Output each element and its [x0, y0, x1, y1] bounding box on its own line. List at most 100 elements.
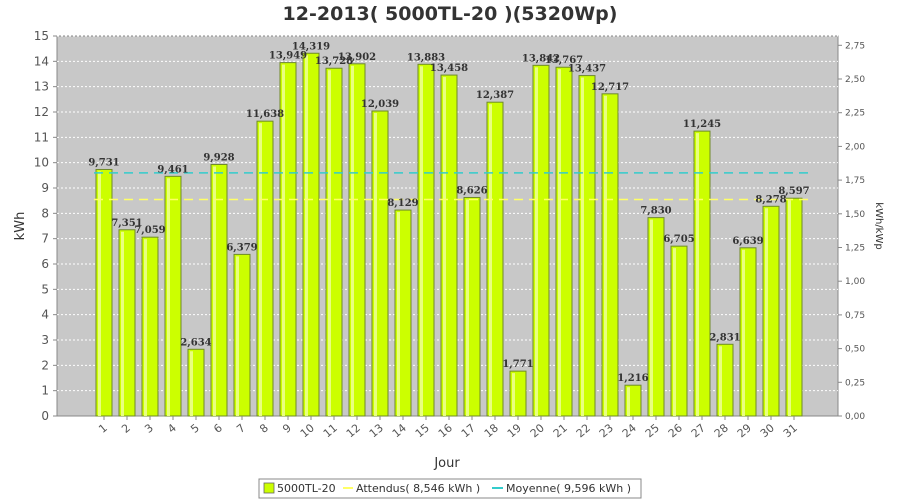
bar-highlight-24 — [627, 387, 630, 416]
data-label-14: 8,129 — [387, 198, 418, 209]
x-tick-label: 19 — [505, 421, 524, 440]
bar-highlight-25 — [650, 219, 653, 416]
data-label-22: 13,437 — [568, 64, 606, 75]
x-tick-label: 12 — [344, 421, 363, 440]
bar-highlight-19 — [512, 373, 515, 416]
bar-highlight-17 — [466, 199, 469, 416]
x-tick-label: 24 — [620, 421, 639, 440]
data-label-18: 12,387 — [476, 90, 514, 101]
bar-highlight-30 — [765, 208, 768, 416]
bar-highlight-12 — [351, 65, 354, 416]
x-tick-label: 30 — [758, 421, 777, 440]
bar-highlight-18 — [489, 104, 492, 417]
y-axis-right-ticks: 0,00 0,25 0,50 0,75 1,00 1,25 1,50 1,75 2,00 2,25… — [838, 41, 865, 422]
x-tick-label: 11 — [321, 421, 340, 440]
data-label-4: 9,461 — [157, 164, 188, 175]
chart-title: 12-2013( 5000TL-20 )(5320Wp) — [283, 3, 618, 25]
bar-highlight-2 — [121, 231, 124, 416]
bar-highlight-8 — [259, 123, 262, 417]
bar-highlight-28 — [719, 346, 722, 416]
data-label-5: 2,634 — [180, 337, 211, 348]
x-tick-label: 23 — [597, 421, 616, 440]
bar-highlight-27 — [696, 133, 699, 417]
y-tick-label: 12 — [34, 105, 49, 119]
x-tick-label: 3 — [142, 421, 156, 435]
data-label-23: 12,717 — [591, 82, 629, 93]
y-tick-label: 14 — [34, 54, 49, 68]
bar-highlight-23 — [604, 95, 607, 416]
x-tick-label: 29 — [735, 421, 754, 440]
data-label-3: 7,059 — [134, 225, 165, 236]
data-label-6: 9,928 — [203, 152, 234, 163]
x-tick-label: 17 — [459, 421, 478, 440]
x-tick-label: 13 — [367, 421, 386, 440]
x-tick-label: 16 — [436, 421, 455, 440]
bar-highlight-21 — [558, 69, 561, 417]
bar-highlight-26 — [673, 248, 676, 416]
bars — [95, 52, 803, 417]
x-tick-label: 9 — [280, 421, 294, 435]
bar-highlight-13 — [374, 113, 377, 417]
x-tick-label: 6 — [211, 421, 225, 435]
y-axis-right-label: kWh/kWp — [873, 202, 884, 249]
x-tick-label: 10 — [298, 421, 317, 440]
y-right-tick-label: 0,75 — [845, 311, 865, 321]
data-label-13: 12,039 — [361, 99, 399, 110]
bar-highlight-16 — [443, 77, 446, 417]
x-tick-label: 8 — [257, 421, 271, 435]
y-tick-label: 5 — [41, 282, 49, 296]
x-tick-label: 27 — [689, 421, 708, 440]
data-label-2: 7,351 — [111, 218, 142, 229]
bar-highlight-3 — [144, 239, 147, 416]
data-label-10: 14,319 — [292, 41, 330, 52]
data-label-31: 8,597 — [778, 186, 809, 197]
y-right-tick-label: 2,25 — [845, 109, 865, 119]
bar-highlight-31 — [788, 200, 791, 416]
data-label-24: 1,216 — [617, 373, 648, 384]
x-tick-label: 28 — [712, 421, 731, 440]
y-right-tick-label: 0,25 — [845, 378, 865, 388]
x-tick-label: 31 — [781, 421, 800, 440]
legend-entry-attendus: Attendus( 8,546 kWh ) — [356, 482, 480, 495]
bar-highlight-29 — [742, 249, 745, 416]
data-label-17: 8,626 — [456, 185, 487, 196]
reference-lines — [94, 172, 814, 201]
x-tick-label: 25 — [643, 421, 662, 440]
x-tick-label: 15 — [413, 421, 432, 440]
data-label-30: 8,278 — [755, 194, 786, 205]
x-tick-label: 7 — [234, 421, 248, 435]
data-label-19: 1,771 — [502, 359, 533, 370]
x-tick-label: 18 — [482, 421, 501, 440]
y-right-tick-label: 2,50 — [845, 75, 865, 85]
data-label-8: 11,638 — [246, 109, 284, 120]
bar-highlight-22 — [581, 77, 584, 416]
y-right-tick-label: 1,75 — [845, 176, 865, 186]
x-tick-label: 2 — [119, 421, 133, 435]
legend: 5000TL-20 Attendus( 8,546 kWh ) Moyenne(… — [258, 478, 642, 499]
data-label-28: 2,831 — [709, 332, 740, 343]
y-tick-label: 9 — [41, 181, 49, 195]
bar-highlight-10 — [305, 55, 308, 416]
data-label-26: 6,705 — [663, 234, 694, 245]
y-tick-label: 13 — [34, 80, 49, 94]
legend-entry-moyenne: Moyenne( 9,596 kWh ) — [506, 482, 631, 495]
bar-highlight-20 — [535, 67, 538, 416]
bar-highlight-15 — [420, 66, 423, 416]
data-label-12: 13,902 — [338, 52, 376, 63]
data-label-21: 13,767 — [545, 55, 583, 66]
y-axis-label: kWh — [13, 212, 28, 241]
data-label-7: 6,379 — [226, 242, 257, 253]
y-right-tick-label: 1,50 — [845, 210, 865, 220]
legend-entry-bars: 5000TL-20 — [277, 482, 336, 495]
x-tick-label: 21 — [551, 421, 570, 440]
x-tick-label: 5 — [188, 421, 202, 435]
data-label-1: 9,731 — [88, 157, 119, 168]
x-axis-ticks: 1 2 3 4 5 6 7 8 9 10 11 12 13 14 15 16 17 18 19 20 21 22 23 24 2… — [96, 416, 800, 440]
x-tick-label: 4 — [165, 421, 179, 435]
bar-highlight-5 — [190, 351, 193, 416]
y-right-tick-label: 2,75 — [845, 41, 865, 51]
y-right-tick-label: 0,00 — [845, 412, 865, 422]
data-label-15: 13,883 — [407, 52, 445, 63]
